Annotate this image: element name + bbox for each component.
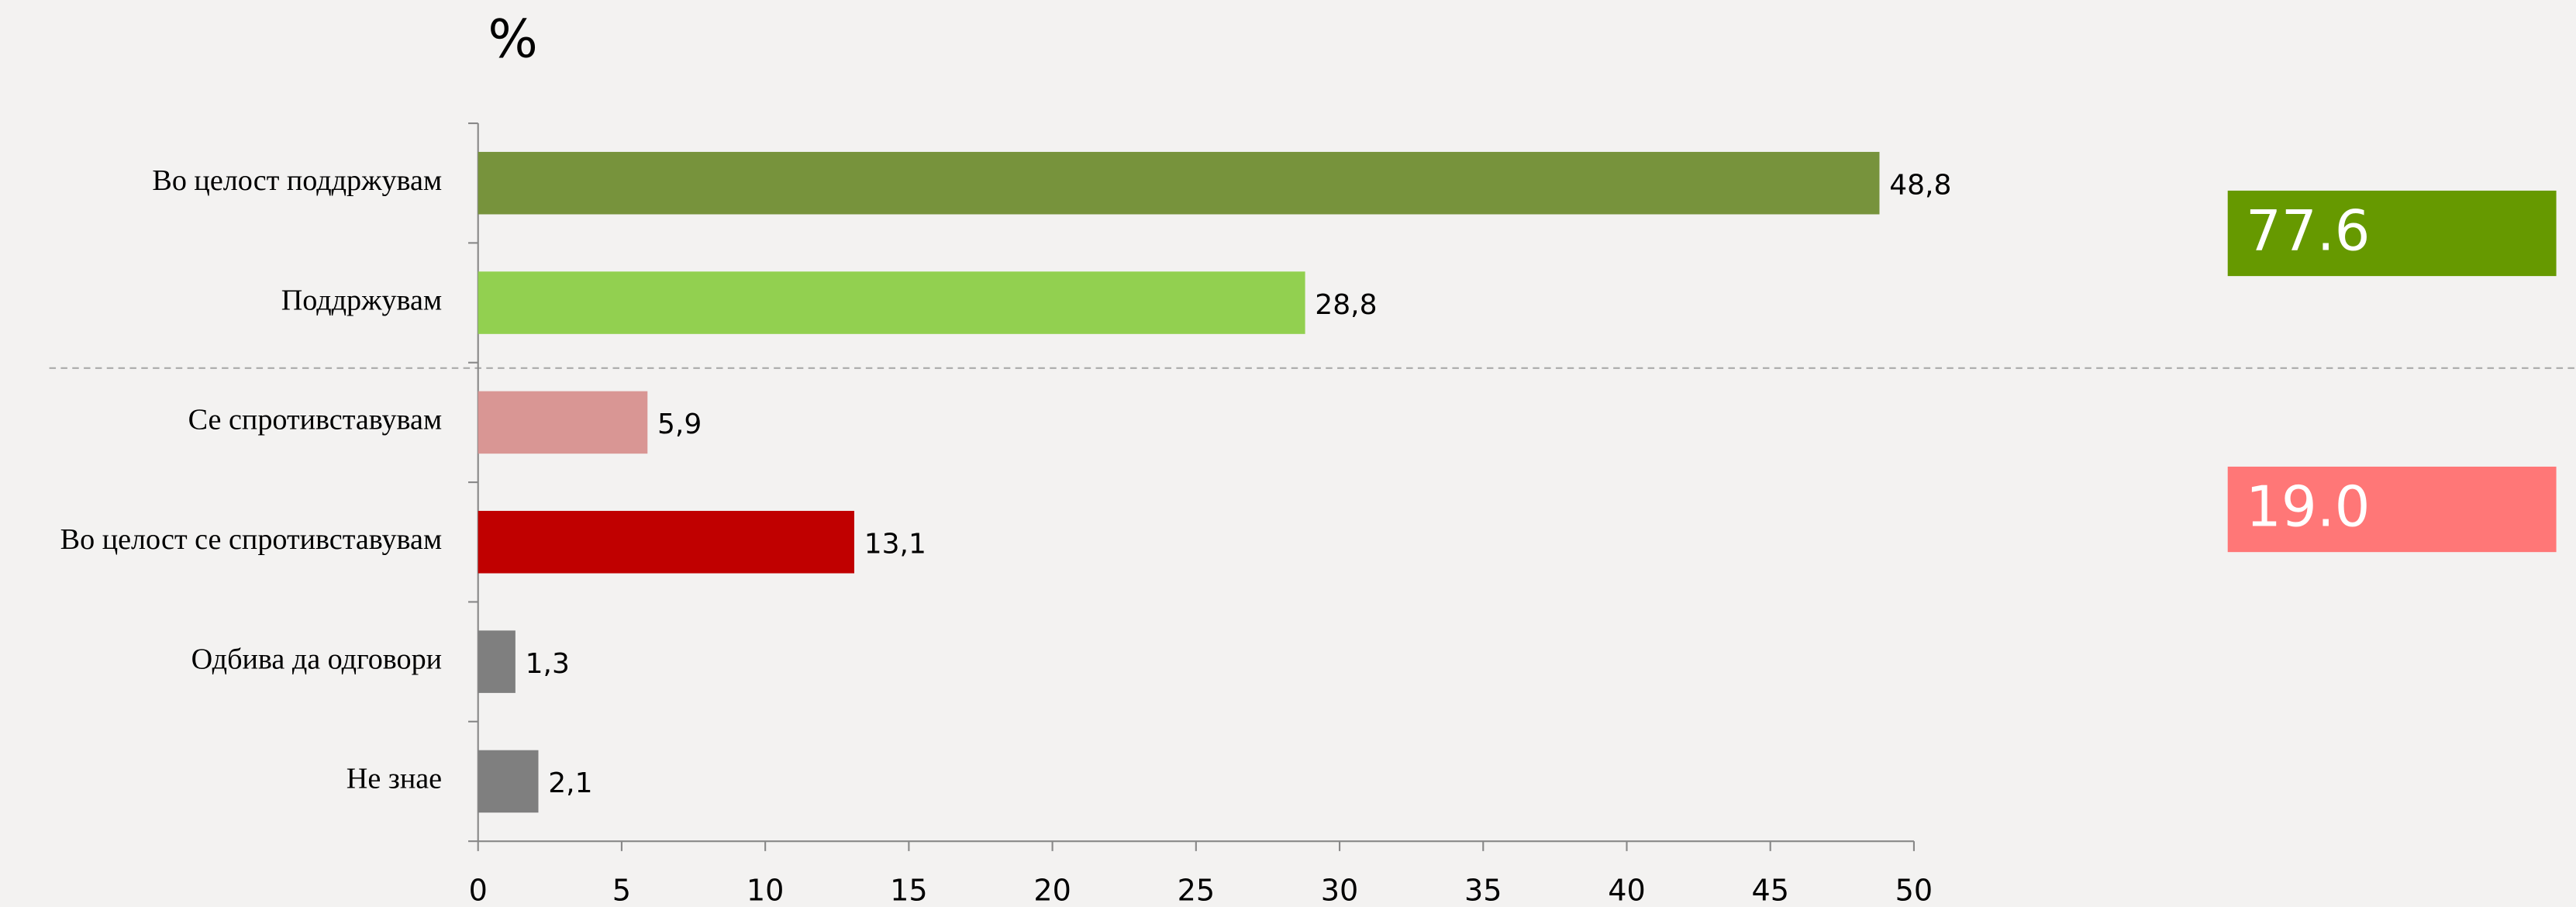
- value-label: 2,1: [548, 767, 592, 799]
- value-label: 1,3: [526, 648, 570, 680]
- bar: [478, 151, 1880, 215]
- category-label: Во целост поддржувам: [152, 164, 442, 197]
- x-tick-label: 0: [469, 873, 488, 907]
- summary-value: 19.0: [2246, 474, 2370, 540]
- value-label: 48,8: [1889, 169, 1951, 201]
- bar: [478, 271, 1305, 334]
- summary-value: 77.6: [2246, 198, 2370, 264]
- category-label: Не знае: [347, 763, 442, 795]
- x-tick-label: 45: [1751, 873, 1789, 907]
- bar: [478, 750, 539, 813]
- x-tick-label: 15: [890, 873, 928, 907]
- chart-title: %: [488, 9, 537, 70]
- summary-box: [2227, 190, 2557, 277]
- summary-box: [2227, 466, 2557, 553]
- category-label: Се спротивставувам: [188, 404, 442, 436]
- x-tick-label: 10: [747, 873, 785, 907]
- x-tick-label: 35: [1464, 873, 1502, 907]
- value-label: 5,9: [657, 409, 702, 440]
- category-label: Одбива да одговори: [191, 643, 442, 675]
- x-tick-label: 40: [1608, 873, 1646, 907]
- x-tick-label: 5: [612, 873, 631, 907]
- category-label: Во целост се спротивставувам: [60, 523, 442, 556]
- value-label: 13,1: [864, 529, 926, 560]
- x-tick-label: 50: [1895, 873, 1933, 907]
- value-label: 28,8: [1315, 289, 1377, 321]
- category-label: Поддржувам: [281, 284, 442, 316]
- bar: [478, 630, 516, 693]
- bar: [478, 391, 648, 454]
- x-tick-label: 25: [1178, 873, 1216, 907]
- x-tick-label: 20: [1033, 873, 1071, 907]
- bar: [478, 510, 854, 574]
- x-tick-label: 30: [1321, 873, 1359, 907]
